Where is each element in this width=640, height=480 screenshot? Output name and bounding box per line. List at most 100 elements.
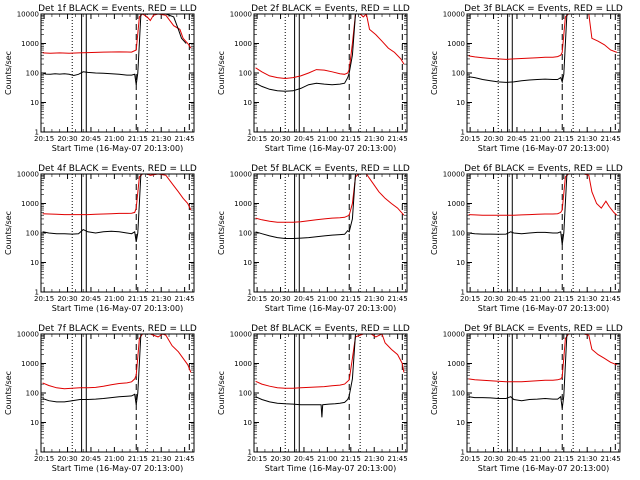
panel-1: Det 1f BLACK = Events, RED = LLD Counts/s… [4,4,197,153]
y-tick-label: 100 [452,390,465,398]
y-tick-label: 100 [26,390,39,398]
y-tick-label: 100 [452,230,465,238]
lld-series-line [468,174,618,216]
time-markers [284,334,403,452]
panel-title: Det 4f BLACK = Events, RED = LLD [38,164,197,174]
panel-5: Det 5f BLACK = Events, RED = LLD Counts/s… [217,164,410,313]
y-tick-label: 10000 [230,331,252,339]
plot-frame [466,13,621,133]
plot-frame [466,333,621,453]
x-tick-label: 21:15 [554,455,574,463]
x-tick-label: 20:30 [270,455,290,463]
x-tick-label: 21:45 [388,135,408,143]
time-markers [284,174,403,292]
x-tick-label: 21:30 [577,135,597,143]
series-group [468,174,618,245]
series-group [468,14,618,84]
x-axis-label: Start Time (16-May-07 20:13:00) [52,464,183,473]
y-tick-label: 1 [248,289,252,297]
y-tick-label: 1 [35,129,39,137]
panel-title: Det 9f BLACK = Events, RED = LLD [464,324,623,334]
panel-title: Det 8f BLACK = Events, RED = LLD [251,324,410,334]
y-axis-label: Counts/sec [4,211,13,255]
time-markers [71,174,190,292]
x-tick-label: 20:30 [57,135,77,143]
x-tick-label: 20:45 [507,455,527,463]
x-tick-label: 20:15 [34,295,54,303]
x-tick-label: 21:15 [128,295,148,303]
x-tick-label: 20:15 [247,135,267,143]
x-tick-label: 21:30 [151,135,171,143]
y-tick-label: 1000 [234,360,252,368]
series-group [255,334,405,418]
events-series-line [255,334,387,418]
events-series-line [468,174,600,245]
y-tick-label: 100 [26,230,39,238]
y-axis-label: Counts/sec [4,51,13,95]
y-axis-label: Counts/sec [430,211,439,255]
series-group [255,14,405,92]
x-tick-label: 21:45 [388,295,408,303]
y-tick-label: 10 [30,259,39,267]
x-tick-label: 21:00 [104,455,124,463]
events-series-line [42,14,187,85]
lld-series-line [255,334,405,389]
y-tick-label: 10 [456,419,465,427]
x-tick-label: 20:15 [34,135,54,143]
events-series-line [468,334,600,409]
panel-6: Det 6f BLACK = Events, RED = LLD Counts/s… [430,164,623,313]
x-tick-label: 21:30 [577,455,597,463]
events-series-line [42,174,174,242]
x-tick-label: 21:30 [364,135,384,143]
y-axis-label: Counts/sec [430,51,439,95]
y-tick-label: 1 [35,449,39,457]
y-tick-label: 10000 [17,11,39,19]
x-tick-label: 21:00 [530,135,550,143]
series-group [468,334,618,409]
y-tick-label: 1000 [21,40,39,48]
x-tick-label: 20:15 [247,455,267,463]
lld-series-line [255,14,405,80]
events-series-line [255,174,387,239]
x-tick-label: 20:15 [34,455,54,463]
x-tick-label: 21:30 [577,295,597,303]
events-series-line [255,14,387,92]
x-tick-label: 21:15 [341,295,361,303]
x-tick-label: 20:45 [294,295,314,303]
y-tick-label: 1 [248,449,252,457]
y-tick-label: 1 [248,129,252,137]
x-tick-label: 20:45 [294,135,314,143]
y-tick-label: 10 [456,259,465,267]
y-axis-label: Counts/sec [217,371,226,415]
y-tick-label: 10000 [230,171,252,179]
x-tick-label: 21:45 [175,295,195,303]
x-tick-label: 21:00 [317,455,337,463]
x-tick-label: 21:45 [601,135,621,143]
x-tick-label: 21:30 [151,295,171,303]
y-axis-label: Counts/sec [430,371,439,415]
x-tick-label: 21:00 [317,135,337,143]
y-tick-label: 1000 [234,40,252,48]
y-tick-label: 10 [243,419,252,427]
y-tick-label: 1000 [234,200,252,208]
x-tick-label: 21:15 [554,135,574,143]
x-tick-label: 20:15 [460,455,480,463]
y-tick-label: 1000 [447,360,465,368]
lld-series-line [42,14,192,54]
plot-frame [253,13,408,133]
series-group [42,174,192,242]
x-tick-label: 21:45 [175,455,195,463]
x-tick-label: 20:30 [57,455,77,463]
lld-series-line [42,174,192,216]
y-tick-label: 1 [461,449,465,457]
plot-frame [253,333,408,453]
x-tick-label: 21:15 [554,295,574,303]
x-tick-label: 21:00 [317,295,337,303]
y-tick-label: 10 [30,419,39,427]
x-axis-label: Start Time (16-May-07 20:13:00) [478,464,609,473]
y-tick-label: 10 [30,99,39,107]
plot-frame [40,333,195,453]
x-tick-label: 21:15 [341,135,361,143]
y-tick-label: 10 [243,99,252,107]
x-tick-label: 21:45 [388,455,408,463]
